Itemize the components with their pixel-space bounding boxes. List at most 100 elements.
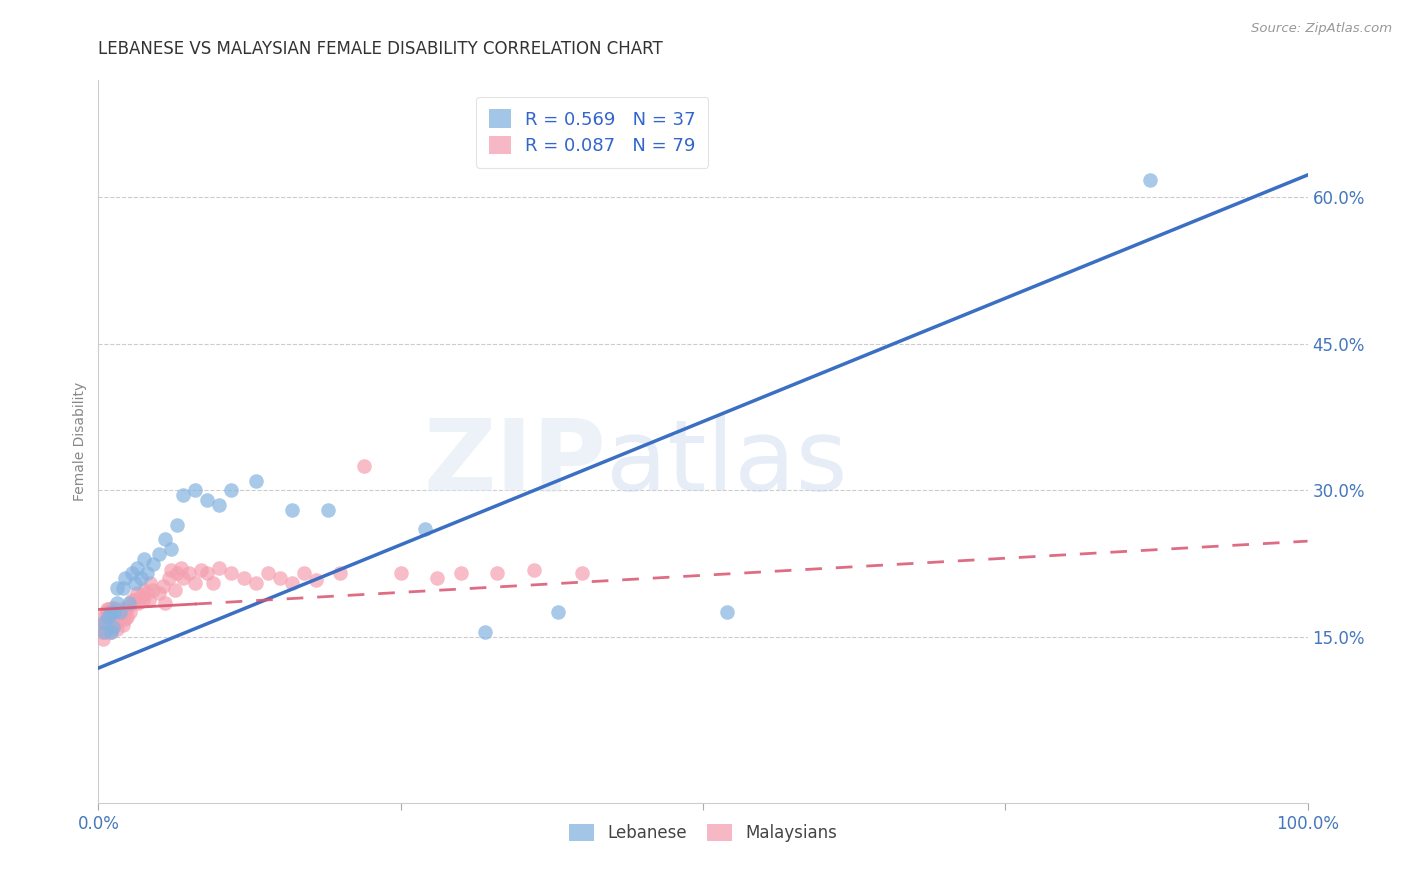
Point <box>129 571 152 585</box>
Point <box>134 551 156 566</box>
Point <box>100 615 122 630</box>
Point <box>100 624 122 639</box>
Point <box>91 624 114 639</box>
Point <box>117 610 139 624</box>
Point <box>523 563 546 577</box>
Point <box>148 547 170 561</box>
Point <box>107 615 129 630</box>
Point <box>426 571 449 585</box>
Text: LEBANESE VS MALAYSIAN FEMALE DISABILITY CORRELATION CHART: LEBANESE VS MALAYSIAN FEMALE DISABILITY … <box>98 40 664 58</box>
Point <box>103 606 125 620</box>
Point <box>124 576 146 591</box>
Point <box>93 624 115 639</box>
Point <box>129 589 152 603</box>
Point <box>93 610 115 624</box>
Point <box>547 606 569 620</box>
Point <box>110 602 132 616</box>
Point <box>166 566 188 581</box>
Text: atlas: atlas <box>606 415 848 512</box>
Point <box>124 592 146 607</box>
Point <box>153 532 176 546</box>
Point <box>245 474 267 488</box>
Point <box>139 576 162 591</box>
Point <box>100 615 122 630</box>
Point <box>105 596 128 610</box>
Point <box>450 566 472 581</box>
Point <box>153 596 176 610</box>
Point <box>108 606 131 620</box>
Point <box>105 622 128 636</box>
Point <box>108 612 131 626</box>
Point <box>269 571 291 585</box>
Point <box>1139 173 1161 187</box>
Point <box>114 612 136 626</box>
Point <box>112 608 135 623</box>
Point <box>101 620 124 634</box>
Point <box>195 493 218 508</box>
Point <box>93 615 115 630</box>
Point <box>100 606 122 620</box>
Point <box>111 581 134 595</box>
Point <box>571 566 593 581</box>
Point <box>329 566 352 581</box>
Point <box>96 612 118 626</box>
Y-axis label: Female Disability: Female Disability <box>73 382 87 501</box>
Point <box>91 618 114 632</box>
Point <box>127 561 149 575</box>
Point <box>474 624 496 639</box>
Point <box>94 606 117 620</box>
Point <box>96 602 118 616</box>
Text: ZIP: ZIP <box>423 415 606 512</box>
Point <box>316 503 339 517</box>
Point <box>172 571 194 585</box>
Point <box>389 566 412 581</box>
Point <box>134 582 156 597</box>
Point <box>184 576 207 591</box>
Point <box>208 498 231 512</box>
Point <box>118 599 141 613</box>
Point <box>97 608 120 623</box>
Point <box>97 620 120 634</box>
Point <box>138 592 160 607</box>
Point <box>127 586 149 600</box>
Point <box>202 576 225 591</box>
Legend: Lebanese, Malaysians: Lebanese, Malaysians <box>562 817 844 848</box>
Point <box>142 582 165 597</box>
Point <box>221 566 243 581</box>
Point <box>100 624 122 639</box>
Point <box>172 488 194 502</box>
Point <box>292 566 315 581</box>
Point <box>111 618 134 632</box>
Point <box>135 586 157 600</box>
Point <box>104 610 127 624</box>
Point <box>148 586 170 600</box>
Point <box>179 566 201 581</box>
Point <box>97 610 120 624</box>
Point <box>127 596 149 610</box>
Point <box>221 483 243 498</box>
Point <box>93 622 115 636</box>
Point <box>281 576 304 591</box>
Point <box>281 503 304 517</box>
Point <box>98 602 121 616</box>
Point <box>98 622 121 636</box>
Point <box>163 582 186 597</box>
Point <box>305 573 328 587</box>
Point <box>166 517 188 532</box>
Point <box>413 523 436 537</box>
Point <box>169 561 191 575</box>
Point <box>135 566 157 581</box>
Point <box>142 557 165 571</box>
Point <box>118 596 141 610</box>
Point <box>160 541 183 556</box>
Text: Source: ZipAtlas.com: Source: ZipAtlas.com <box>1251 22 1392 36</box>
Point <box>121 566 143 581</box>
Point <box>184 483 207 498</box>
Point <box>132 592 155 607</box>
Point <box>101 620 124 634</box>
Point <box>118 606 141 620</box>
Point <box>208 561 231 575</box>
Point <box>121 592 143 607</box>
Point <box>105 581 128 595</box>
Point <box>152 579 174 593</box>
